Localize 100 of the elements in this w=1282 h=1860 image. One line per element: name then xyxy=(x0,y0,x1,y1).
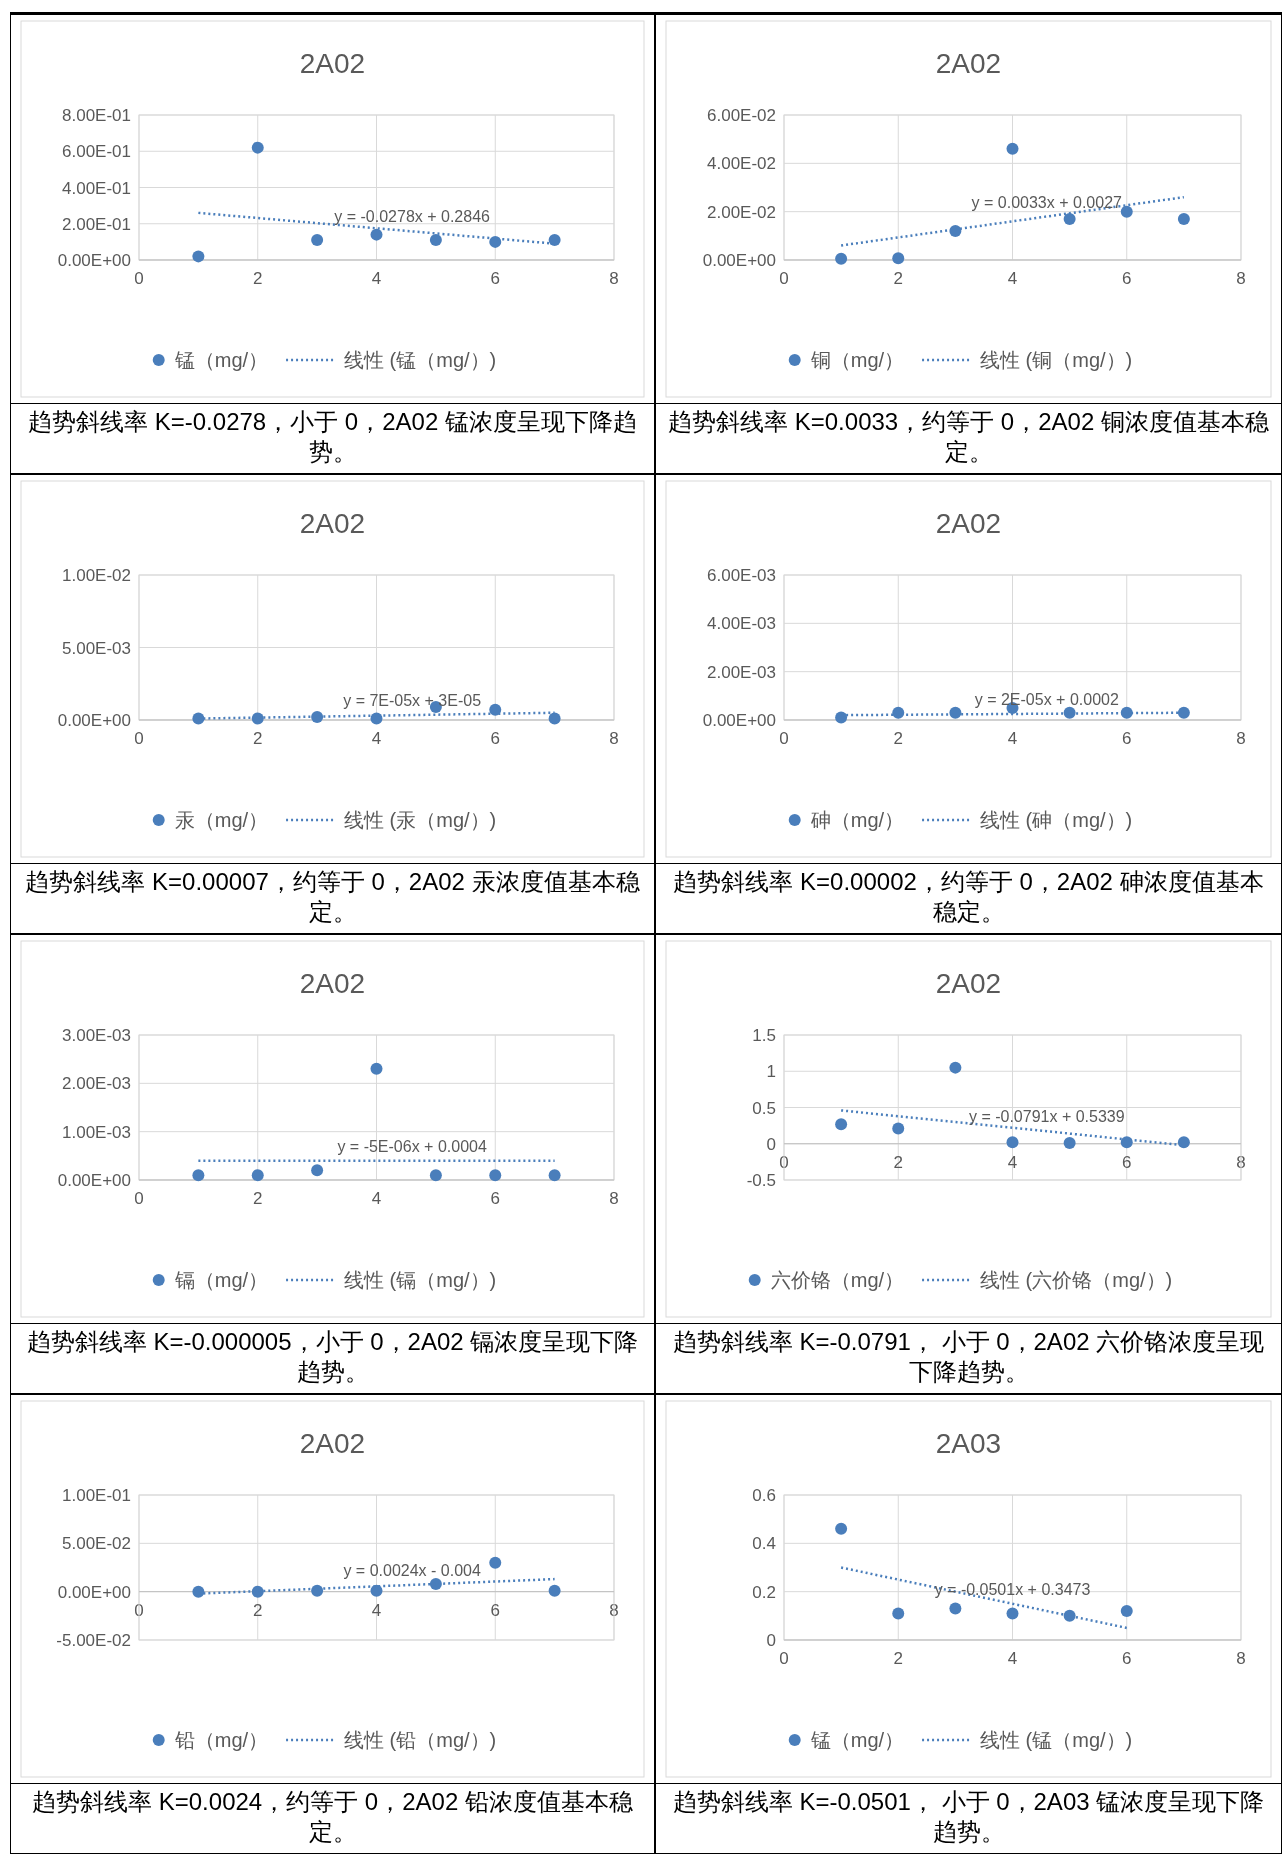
y-tick-label: 0.4 xyxy=(752,1534,776,1554)
y-tick-label: 1.00E-02 xyxy=(62,566,131,585)
x-tick-label: 0 xyxy=(134,729,144,748)
y-tick-label: 0.00E+00 xyxy=(57,1582,131,1602)
y-tick-label: 1.5 xyxy=(752,1026,776,1045)
legend-label: 锰（mg/） xyxy=(173,349,269,371)
y-tick-label: 0.00E+00 xyxy=(702,711,776,730)
y-tick-label: 4.00E-03 xyxy=(707,614,776,634)
x-tick-label: 2 xyxy=(893,269,903,288)
y-tick-label: 5.00E-02 xyxy=(62,1534,131,1554)
legend-label: 线性 (镉（mg/）) xyxy=(344,1269,497,1291)
legend-label: 线性 (铅（mg/）) xyxy=(344,1729,497,1751)
y-tick-label: -5.00E-02 xyxy=(56,1631,131,1650)
legend-label: 线性 (六价铬（mg/）) xyxy=(980,1269,1173,1291)
y-tick-label: 1.00E-03 xyxy=(62,1122,131,1142)
y-tick-label: 4.00E-02 xyxy=(707,154,776,174)
x-tick-label: 6 xyxy=(490,269,500,288)
x-tick-label: 0 xyxy=(779,269,789,288)
y-tick-label: 0.00E+00 xyxy=(57,1171,131,1190)
x-tick-label: 6 xyxy=(490,1600,500,1620)
text: 趋势斜线率 K=0.00007，约等于 0，2A02 汞浓度值基本稳定。 xyxy=(11,863,654,933)
text: 趋势斜线率 K=-0.000005，小于 0，2A02 镉浓度呈现下降趋势。 xyxy=(11,1323,654,1393)
x-tick-label: 4 xyxy=(1007,269,1018,288)
x-tick-label: 0 xyxy=(779,1649,789,1668)
legend-label: 六价铬（mg/） xyxy=(770,1269,905,1291)
legend-label: 汞（mg/） xyxy=(174,809,269,831)
x-tick-label: 8 xyxy=(609,1600,619,1620)
y-tick-label: 0 xyxy=(766,1631,776,1650)
x-tick-label: 6 xyxy=(490,729,500,748)
x-tick-label: 6 xyxy=(1122,1649,1132,1668)
legend-label: 锰（mg/） xyxy=(809,1729,905,1751)
text: 趋势斜线率 K=0.0024，约等于 0，2A02 铅浓度值基本稳定。 xyxy=(11,1783,654,1853)
x-tick-label: 4 xyxy=(1007,1152,1018,1172)
y-tick-label: 0.00E+00 xyxy=(57,711,131,730)
y-tick-label: 6.00E-03 xyxy=(707,566,776,585)
chart-title: 2A03 xyxy=(935,1428,1002,1459)
y-tick-label: 2.00E-03 xyxy=(62,1074,131,1094)
legend-label: 铜（mg/） xyxy=(809,349,905,371)
legend-label: 镉（mg/） xyxy=(173,1269,269,1291)
x-tick-label: 0 xyxy=(134,269,144,288)
y-tick-label: 0.5 xyxy=(752,1098,776,1118)
x-tick-label: 2 xyxy=(893,729,903,748)
y-tick-label: 2.00E-01 xyxy=(62,214,131,234)
x-tick-label: 8 xyxy=(609,269,619,288)
x-tick-label: 0 xyxy=(134,1189,144,1208)
x-tick-label: 4 xyxy=(371,1189,382,1208)
legend-label: 线性 (汞（mg/）) xyxy=(344,809,497,831)
x-tick-label: 8 xyxy=(1236,729,1246,748)
y-tick-label: 0.00E+00 xyxy=(702,251,776,270)
y-tick-label: 2.00E-03 xyxy=(707,662,776,682)
x-tick-label: 4 xyxy=(1007,729,1018,748)
annotation: y = -5E-06x + 0.0004 xyxy=(337,1137,487,1155)
y-tick-label: 4.00E-01 xyxy=(62,178,131,198)
chart-title: 2A02 xyxy=(299,48,366,79)
text: 趋势斜线率 K=-0.0791， 小于 0，2A02 六价铬浓度呈现下降趋势。 xyxy=(656,1323,1281,1393)
x-tick-label: 8 xyxy=(609,729,619,748)
annotation: y = -0.0791x + 0.5339 xyxy=(968,1108,1125,1126)
chart-title: 2A02 xyxy=(299,508,366,539)
annotation: y = 0.0033x + 0.0027 xyxy=(971,193,1123,211)
x-tick-label: 2 xyxy=(253,1600,263,1620)
chart-title: 2A02 xyxy=(935,508,1002,539)
x-tick-label: 4 xyxy=(1007,1649,1018,1668)
annotation: y = -0.0278x + 0.2846 xyxy=(334,208,491,226)
chart-title: 2A02 xyxy=(299,968,366,999)
x-tick-label: 8 xyxy=(609,1189,619,1208)
y-tick-label: -0.5 xyxy=(746,1171,776,1190)
x-tick-label: 0 xyxy=(779,1152,789,1172)
x-tick-label: 0 xyxy=(134,1600,144,1620)
y-tick-label: 0.00E+00 xyxy=(57,251,131,270)
y-tick-label: 6.00E-01 xyxy=(62,142,131,162)
x-tick-label: 8 xyxy=(1236,1152,1246,1172)
x-tick-label: 4 xyxy=(371,729,382,748)
legend-label: 铅（mg/） xyxy=(173,1729,269,1751)
y-tick-label: 2.00E-02 xyxy=(707,202,776,222)
legend-label: 线性 (锰（mg/）) xyxy=(344,349,497,371)
x-tick-label: 8 xyxy=(1236,1649,1246,1668)
y-tick-label: 8.00E-01 xyxy=(62,106,131,125)
x-tick-label: 2 xyxy=(253,1189,263,1208)
y-tick-label: 0 xyxy=(766,1134,776,1154)
x-tick-label: 6 xyxy=(1122,729,1132,748)
text: 趋势斜线率 K=-0.0278，小于 0，2A02 锰浓度呈现下降趋势。 xyxy=(11,403,654,473)
y-tick-label: 0.6 xyxy=(752,1486,776,1505)
legend-label: 线性 (砷（mg/）) xyxy=(980,809,1133,831)
x-tick-label: 2 xyxy=(253,269,263,288)
x-tick-label: 6 xyxy=(1122,269,1132,288)
legend-label: 砷（mg/） xyxy=(809,809,905,831)
x-tick-label: 2 xyxy=(253,729,263,748)
x-tick-label: 2 xyxy=(893,1649,903,1668)
text: 趋势斜线率 K=-0.0501， 小于 0，2A03 锰浓度呈现下降趋势。 xyxy=(656,1783,1281,1853)
x-tick-label: 4 xyxy=(371,1600,382,1620)
x-tick-label: 4 xyxy=(371,269,382,288)
annotation: y = 2E-05x + 0.0002 xyxy=(974,690,1119,708)
x-tick-label: 0 xyxy=(779,729,789,748)
x-tick-label: 8 xyxy=(1236,269,1246,288)
chart-title: 2A02 xyxy=(935,968,1002,999)
annotation: y = -0.0501x + 0.3473 xyxy=(934,1580,1091,1598)
x-tick-label: 2 xyxy=(893,1152,903,1172)
y-tick-label: 3.00E-03 xyxy=(62,1026,131,1045)
y-tick-label: 6.00E-02 xyxy=(707,106,776,125)
x-tick-label: 6 xyxy=(1122,1152,1132,1172)
